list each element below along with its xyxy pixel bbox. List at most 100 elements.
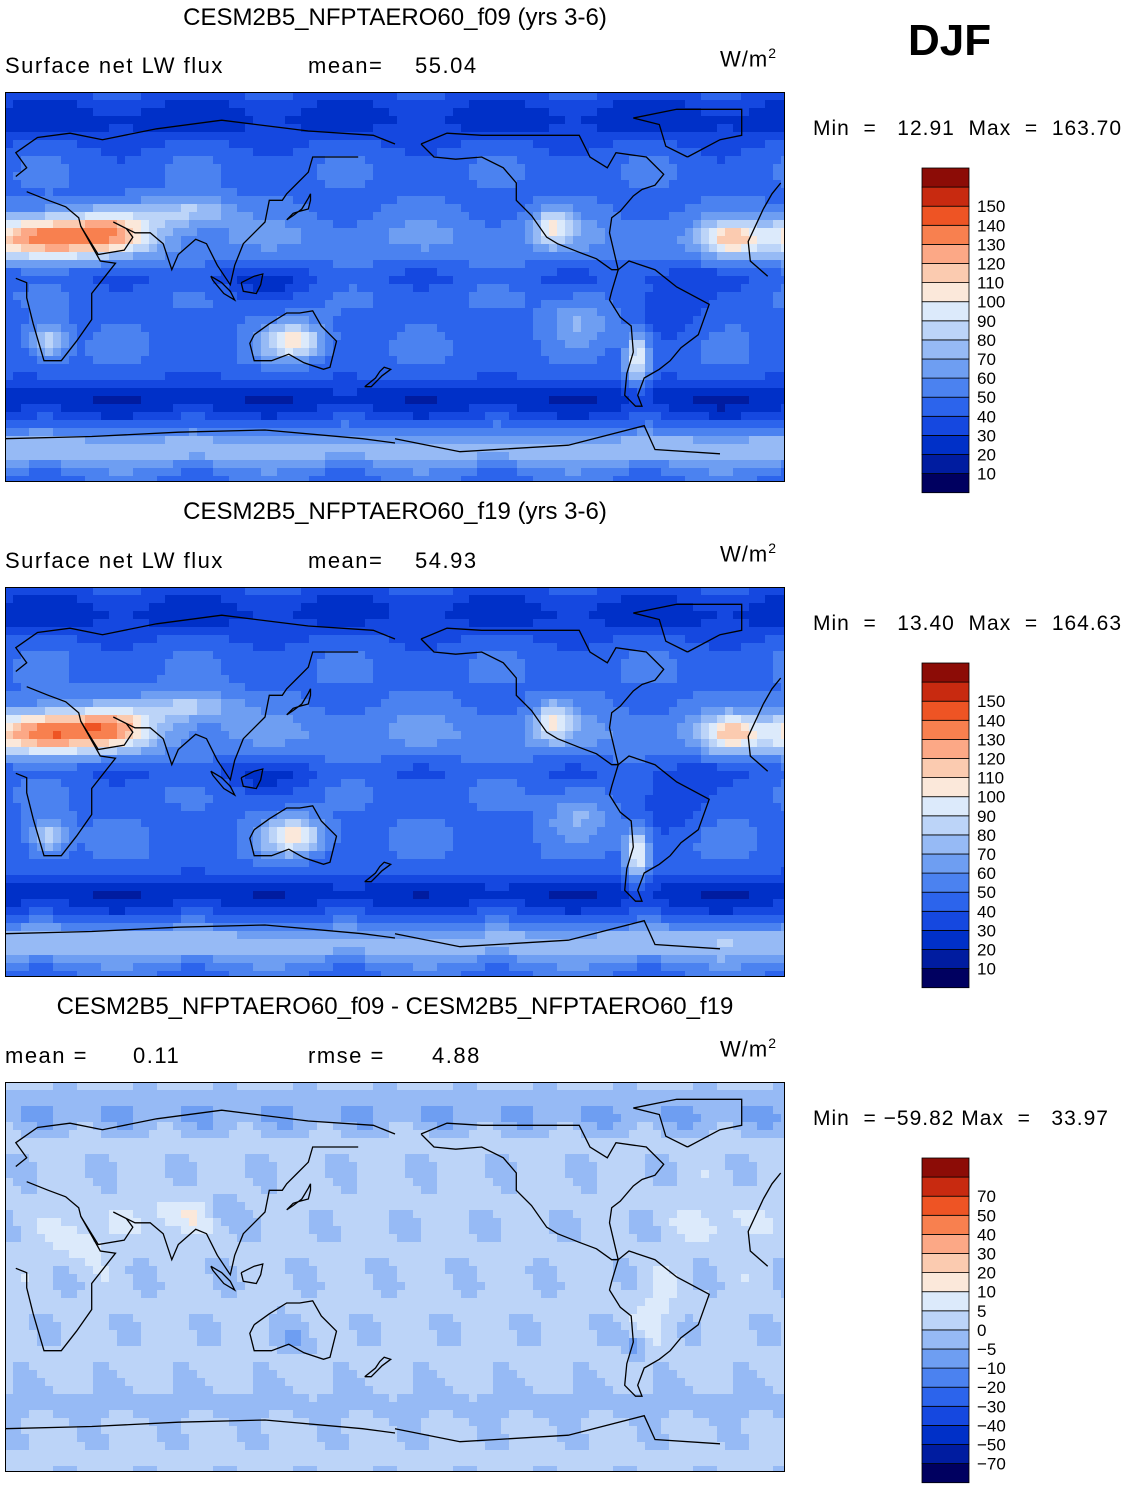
coastline bbox=[364, 366, 393, 388]
colorbar-box bbox=[921, 719, 970, 740]
panel3-rmse-value: 4.88 bbox=[432, 1043, 481, 1068]
panel3-max-value: 33.97 bbox=[1051, 1107, 1109, 1130]
colorbar-tick-label: 50 bbox=[977, 388, 996, 407]
colorbar-box bbox=[921, 263, 970, 284]
panel2-colorbar: 10 20 30 40 50 60 70 80 90 100 110 120 130 140 150 bbox=[920, 662, 1030, 996]
colorbar-tick-label: 70 bbox=[977, 350, 996, 369]
colorbar-tick-label: 140 bbox=[977, 711, 1005, 730]
colorbar-box bbox=[921, 1157, 970, 1178]
colorbar-tick-label: 30 bbox=[977, 921, 996, 940]
map-svg bbox=[5, 587, 785, 977]
coastline bbox=[364, 861, 393, 883]
colorbar-tick-label: 40 bbox=[977, 1225, 996, 1244]
colorbar-box bbox=[921, 1176, 970, 1197]
colorbar-tick-label: 80 bbox=[977, 826, 996, 845]
colorbar-tick-label: 5 bbox=[977, 1302, 986, 1321]
colorbar-box bbox=[921, 968, 970, 989]
colorbar-tick-label: 130 bbox=[977, 730, 1005, 749]
panel1-units: W/m2 bbox=[720, 45, 777, 72]
coastline bbox=[364, 1356, 393, 1378]
colorbar-box bbox=[921, 834, 970, 855]
coastline bbox=[420, 132, 665, 271]
colorbar-tick-label: 40 bbox=[977, 407, 996, 426]
coastline bbox=[420, 1122, 665, 1261]
colorbar-tick-label: 50 bbox=[977, 1206, 996, 1225]
colorbar-box bbox=[921, 301, 970, 322]
coastline bbox=[14, 119, 396, 178]
colorbar-tick-label: 20 bbox=[977, 446, 996, 465]
colorbar-tick-label: −40 bbox=[977, 1416, 1006, 1435]
colorbar-box bbox=[921, 186, 970, 207]
coastline bbox=[747, 1198, 769, 1267]
colorbar-box bbox=[921, 244, 970, 264]
colorbar-tick-label: 100 bbox=[977, 788, 1005, 807]
colorbar-tick-label: −30 bbox=[977, 1397, 1006, 1416]
coastline bbox=[240, 273, 264, 295]
colorbar-tick-label: 30 bbox=[977, 426, 996, 445]
colorbar-box bbox=[921, 1463, 970, 1484]
colorbar-box bbox=[921, 853, 970, 874]
colorbar-tick-label: 40 bbox=[977, 902, 996, 921]
colorbar-tick-label: 120 bbox=[977, 255, 1005, 274]
coastline bbox=[633, 108, 743, 158]
colorbar-box bbox=[921, 282, 970, 303]
panel1-min-value: 12.91 bbox=[897, 117, 955, 140]
colorbar-box bbox=[921, 1291, 970, 1312]
panel3-colorbar: −70 −50 −40 −30 −20 −10 −5 0 5 10 20 30 40 50 70 bbox=[920, 1157, 1030, 1491]
panel3-units: W/m2 bbox=[720, 1035, 777, 1062]
colorbar-box bbox=[921, 891, 970, 912]
colorbar-tick-label: −20 bbox=[977, 1378, 1006, 1397]
colorbar-tick-label: 20 bbox=[977, 1264, 996, 1283]
coastline bbox=[15, 1181, 117, 1352]
colorbar-box bbox=[921, 1386, 970, 1407]
panel3-max-label: Max = bbox=[961, 1107, 1031, 1130]
coastline bbox=[240, 768, 264, 790]
colorbar-tick-label: 30 bbox=[977, 1245, 996, 1264]
panel1-max-label: Max = bbox=[968, 117, 1039, 140]
colorbar-tick-label: 60 bbox=[977, 369, 996, 388]
colorbar-tick-label: 70 bbox=[977, 1187, 996, 1206]
colorbar-tick-label: 10 bbox=[977, 465, 996, 484]
coastline bbox=[608, 1250, 711, 1397]
coastline bbox=[240, 1263, 264, 1285]
panel1-variable: Surface net LW flux bbox=[5, 53, 224, 78]
panel1-title: CESM2B5_NFPTAERO60_f09 (yrs 3-6) bbox=[183, 4, 607, 31]
panel2-title: CESM2B5_NFPTAERO60_f19 (yrs 3-6) bbox=[183, 498, 607, 525]
colorbar-tick-label: 120 bbox=[977, 750, 1005, 769]
colorbar-box bbox=[921, 815, 970, 836]
colorbar-tick-label: 60 bbox=[977, 864, 996, 883]
colorbar-tick-label: 90 bbox=[977, 807, 996, 826]
colorbar-tick-label: 150 bbox=[977, 197, 1005, 216]
coastline bbox=[210, 770, 237, 797]
panel2-max-value: 164.63 bbox=[1051, 612, 1123, 635]
colorbar-box bbox=[921, 1329, 970, 1350]
map-border bbox=[5, 1082, 785, 1472]
colorbar-tick-label: −5 bbox=[977, 1340, 996, 1359]
coastline bbox=[608, 260, 711, 407]
coastline bbox=[762, 1172, 782, 1200]
map-border bbox=[5, 92, 785, 482]
coastline bbox=[747, 208, 769, 277]
coastline bbox=[80, 156, 359, 287]
panel2-variable: Surface net LW flux bbox=[5, 548, 224, 573]
colorbar-box bbox=[921, 1444, 970, 1465]
colorbar-box bbox=[921, 1214, 970, 1235]
coastline bbox=[5, 429, 396, 444]
coastline bbox=[762, 182, 782, 210]
panel1-minmax: Min = 12.91 Max = 163.70 bbox=[813, 117, 1122, 141]
coastline bbox=[249, 310, 338, 370]
panel1-mean-value: 55.04 bbox=[415, 53, 478, 78]
colorbar-tick-label: 70 bbox=[977, 845, 996, 864]
colorbar-box bbox=[921, 872, 970, 893]
colorbar-box bbox=[921, 949, 970, 970]
coastline bbox=[80, 651, 359, 782]
colorbar-box bbox=[921, 377, 970, 398]
colorbar-box bbox=[921, 1195, 970, 1216]
panel1-min-label: Min = bbox=[813, 117, 877, 140]
coastline bbox=[762, 677, 782, 705]
panel3-mean-value: 0.11 bbox=[133, 1043, 181, 1068]
panel2-mean-label: mean= bbox=[308, 548, 384, 573]
panel3-mean-label: mean = bbox=[5, 1043, 88, 1068]
colorbar-tick-label: 80 bbox=[977, 331, 996, 350]
